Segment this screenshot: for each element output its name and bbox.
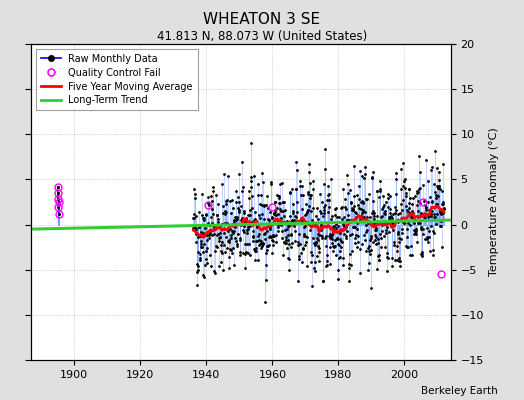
Text: Berkeley Earth: Berkeley Earth <box>421 386 498 396</box>
Text: 41.813 N, 88.073 W (United States): 41.813 N, 88.073 W (United States) <box>157 30 367 43</box>
Legend: Raw Monthly Data, Quality Control Fail, Five Year Moving Average, Long-Term Tren: Raw Monthly Data, Quality Control Fail, … <box>36 49 198 110</box>
Text: WHEATON 3 SE: WHEATON 3 SE <box>203 12 321 27</box>
Y-axis label: Temperature Anomaly (°C): Temperature Anomaly (°C) <box>489 128 499 276</box>
